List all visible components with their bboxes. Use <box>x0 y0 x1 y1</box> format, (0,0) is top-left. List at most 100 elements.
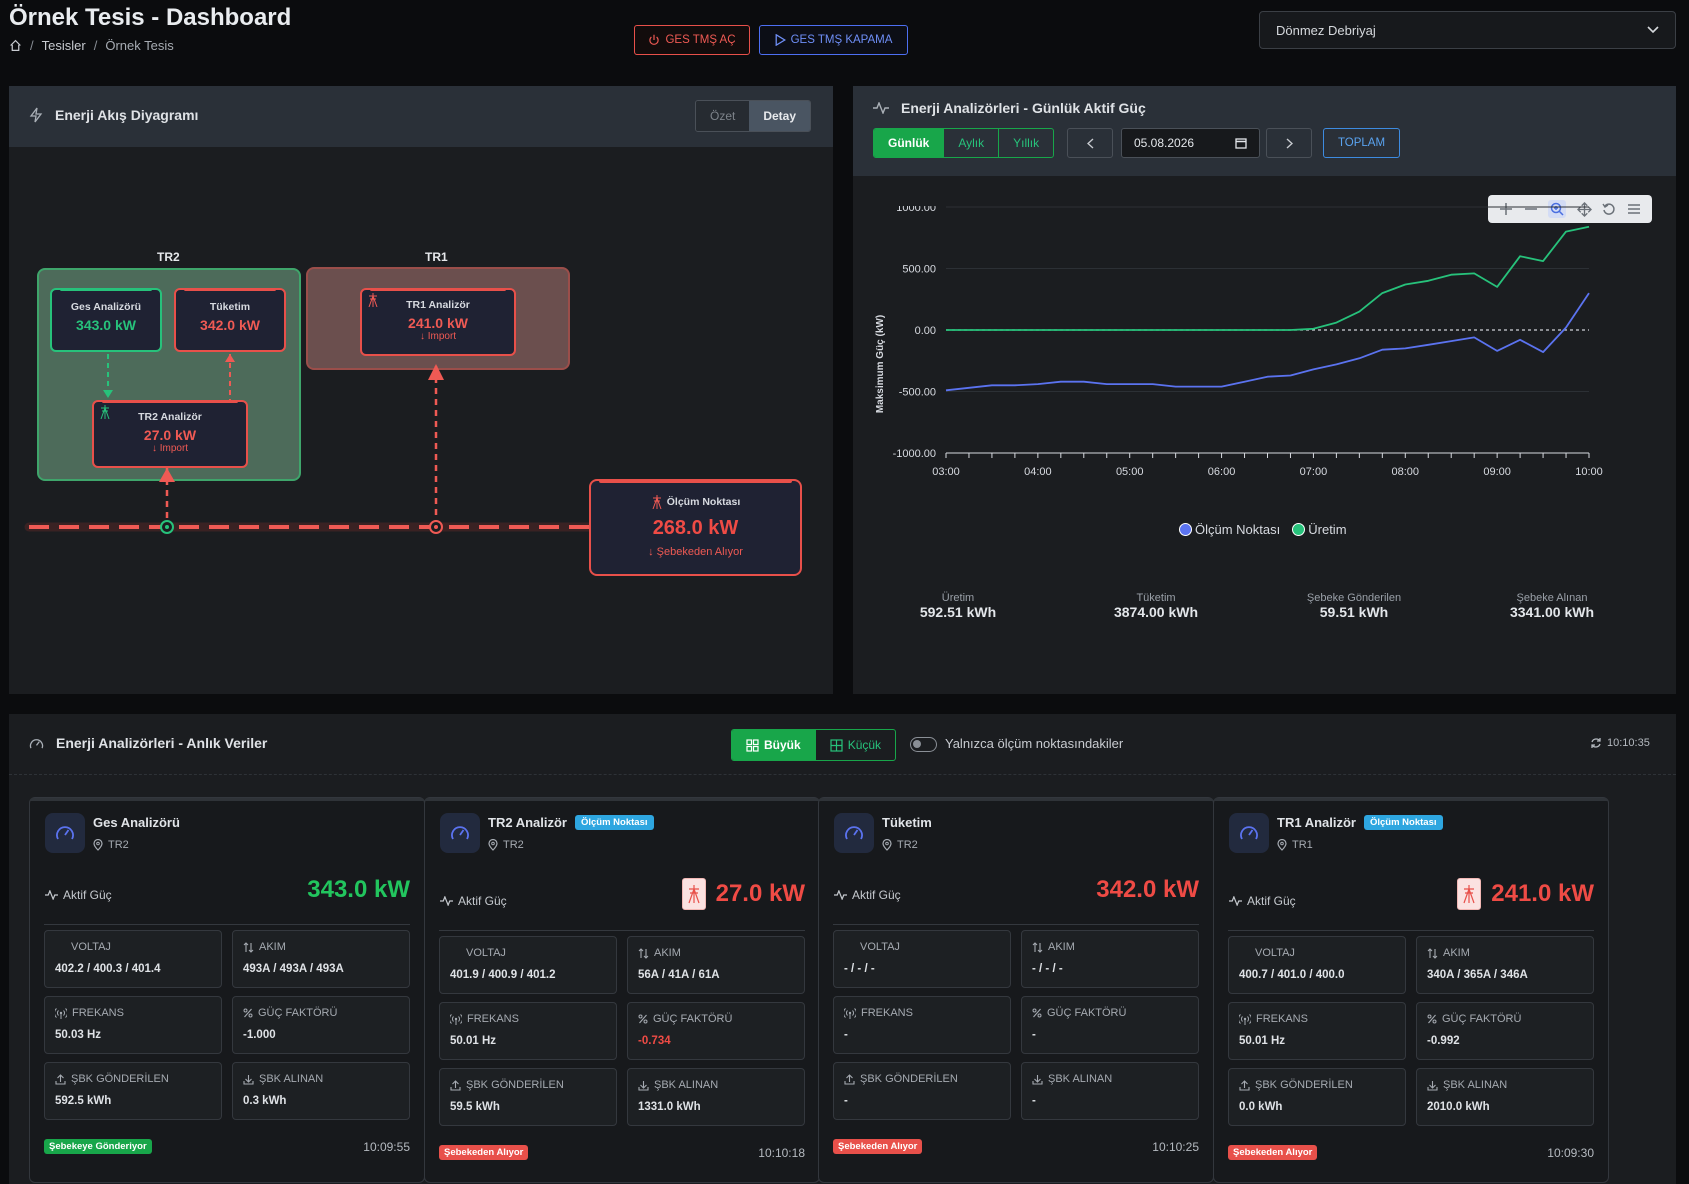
live-time: 10:10:35 <box>1607 737 1650 749</box>
gonderilen-key: ŞBK GÖNDERİLEN <box>450 1079 564 1091</box>
status-badge: Şebekeden Alıyor <box>1228 1145 1318 1160</box>
toplam-button[interactable]: TOPLAM <box>1323 128 1400 158</box>
download-icon <box>638 1080 649 1091</box>
voltaj-label: VOLTAJ <box>466 947 506 959</box>
node-tuketim[interactable]: Tüketim 342.0 kW <box>174 288 286 352</box>
card-title-row: Tüketim <box>882 815 932 830</box>
card-top-bar <box>819 798 1213 801</box>
tab-buyuk[interactable]: Büyük <box>732 730 815 760</box>
prev-day-button[interactable] <box>1067 128 1113 158</box>
arrows-updown-icon <box>1427 947 1438 959</box>
reset-icon[interactable] <box>1602 202 1616 216</box>
node-bar <box>184 288 276 291</box>
chart-y-label: Maksimum Güç (kW) <box>875 315 886 413</box>
facility-select[interactable]: Dönmez Debriyaj <box>1259 11 1676 49</box>
sbk-alinan-cell: ŞBK ALINAN 1331.0 kWh <box>627 1068 805 1126</box>
analyzer-card[interactable]: Ges Analizörü TR2 Aktif Güç 343.0 kW VOL… <box>29 797 425 1183</box>
home-icon[interactable] <box>9 39 22 52</box>
sbk-alinan-label: ŞBK ALINAN <box>1443 1079 1508 1091</box>
breadcrumb-tesisler[interactable]: Tesisler <box>41 38 86 53</box>
voltaj-label: VOLTAJ <box>71 941 111 953</box>
card-top-bar <box>30 798 424 801</box>
x-tick-label: 05:00 <box>1116 466 1144 478</box>
chart-series <box>945 225 1590 392</box>
node-ges-analizoru[interactable]: Ges Analizörü 343.0 kW <box>50 288 162 352</box>
analyzer-card[interactable]: TR1 Analizör Ölçüm Noktası TR1 Aktif Güç… <box>1213 797 1609 1183</box>
node-tr2-analizor[interactable]: TR2 Analizör 27.0 kW ↓ Import <box>92 400 248 468</box>
sbk-gonderilen-label: ŞBK GÖNDERİLEN <box>71 1073 169 1085</box>
tab-yillik[interactable]: Yıllık <box>998 129 1053 157</box>
zoom-out-icon[interactable] <box>1524 202 1538 216</box>
zoom-in-icon[interactable] <box>1499 202 1513 216</box>
measurement-only-toggle[interactable] <box>910 737 937 752</box>
gauge-icon <box>45 813 85 853</box>
tab-ozet[interactable]: Özet <box>696 101 750 131</box>
legend-label-uretim: Üretim <box>1308 522 1347 537</box>
aktif-guc-label: Aktif Güç <box>1247 894 1296 908</box>
chevron-right-icon <box>1286 137 1293 149</box>
legend-item-olcum[interactable]: Ölçüm Noktası <box>1179 522 1280 537</box>
y-tick-label: -500.00 <box>899 387 936 399</box>
tab-aylik[interactable]: Aylık <box>943 129 998 157</box>
breadcrumb-separator: / <box>93 38 98 53</box>
live-panel-title-wrap: Enerji Analizörleri - Anlık Veriler <box>29 735 267 751</box>
node-tuketim-label: Tüketim <box>209 301 251 313</box>
ges-tms-on-button[interactable]: GES TMŞ AÇ <box>634 25 750 55</box>
grid-large-icon <box>746 738 759 752</box>
node-tr1-analizor[interactable]: TR1 Analizör 241.0 kW ↓ Import <box>360 288 516 356</box>
card-name: Ges Analizörü <box>93 815 180 830</box>
facility-select-value: Dönmez Debriyaj <box>1276 22 1376 38</box>
menu-icon[interactable] <box>1627 203 1641 215</box>
guc-faktoru-cell: GÜÇ FAKTÖRÜ -1.000 <box>232 996 410 1054</box>
frekans-key: FREKANS <box>450 1013 519 1025</box>
aktif-guc-label-wrap: Aktif Güç <box>440 894 507 908</box>
frekans-key: FREKANS <box>1239 1013 1308 1025</box>
live-refresh[interactable]: 10:10:35 <box>1590 737 1650 749</box>
card-location: TR2 <box>93 839 129 851</box>
aktif-guc-label: Aktif Güç <box>458 894 507 908</box>
frekans-key: FREKANS <box>844 1007 913 1019</box>
gonderilen-key: ŞBK GÖNDERİLEN <box>1239 1079 1353 1091</box>
date-input[interactable]: 05.08.2026 <box>1121 128 1260 158</box>
flow-panel-title: Enerji Akış Diyagramı <box>55 107 199 123</box>
aktif-guc-label-wrap: Aktif Güç <box>45 888 112 902</box>
analyzer-card[interactable]: TR2 Analizör Ölçüm Noktası TR2 Aktif Güç… <box>424 797 820 1183</box>
power-icon <box>649 34 660 45</box>
frekans-value: 50.01 Hz <box>1239 1035 1286 1047</box>
calendar-icon[interactable] <box>1235 137 1247 149</box>
selection-zoom-icon[interactable] <box>1548 200 1567 218</box>
power-panel-title: Enerji Analizörleri - Günlük Aktif Güç <box>901 100 1146 116</box>
frekans-label: FREKANS <box>72 1007 124 1019</box>
flow-view-tabs: Özet Detay <box>695 100 812 132</box>
toggle-label: Yalnızca ölçüm noktasındakiler <box>945 736 1124 751</box>
pylon-icon <box>100 405 110 419</box>
frekans-cell: FREKANS 50.01 Hz <box>1228 1002 1406 1060</box>
power-panel-title-wrap: Enerji Analizörleri - Günlük Aktif Güç <box>873 100 1146 116</box>
node-olcum-noktasi[interactable]: Ölçüm Noktası 268.0 kW ↓ Şebekeden Alıyo… <box>589 479 802 576</box>
map-pin-icon <box>882 839 892 851</box>
card-location: TR2 <box>488 839 524 851</box>
arrows-updown-icon <box>638 947 649 959</box>
power-value-wrap: 343.0 kW <box>307 876 410 904</box>
analyzer-card[interactable]: Tüketim TR2 Aktif Güç 342.0 kW VOLTAJ - … <box>818 797 1214 1183</box>
tab-gunluk[interactable]: Günlük <box>874 129 944 157</box>
flow-panel-header: Enerji Akış Diyagramı Özet Detay <box>9 86 833 147</box>
legend-item-uretim[interactable]: Üretim <box>1292 522 1347 537</box>
y-tick-label: 1000.00 <box>896 206 936 214</box>
tab-detay[interactable]: Detay <box>749 101 811 131</box>
voltaj-value: 401.9 / 400.9 / 401.2 <box>450 969 556 981</box>
pan-icon[interactable] <box>1576 201 1592 217</box>
ges-tms-off-button[interactable]: GES TMŞ KAPAMA <box>759 25 908 55</box>
akim-key: AKIM <box>1427 947 1470 959</box>
frekans-cell: FREKANS - <box>833 996 1011 1054</box>
card-time: 10:10:25 <box>1152 1139 1199 1154</box>
node-tr2-value: 27.0 kW <box>143 427 197 443</box>
total-alinan-label: Şebeke Alınan <box>1516 592 1588 604</box>
series-line-uretim <box>946 225 1590 331</box>
node-tr1-value: 241.0 kW <box>408 315 468 331</box>
next-day-button[interactable] <box>1266 128 1312 158</box>
sbk-alinan-label: ŞBK ALINAN <box>259 1073 324 1085</box>
card-time: 10:09:30 <box>1547 1145 1594 1160</box>
legend-swatch-uretim <box>1292 523 1306 536</box>
tab-kucuk[interactable]: Küçük <box>814 730 895 760</box>
